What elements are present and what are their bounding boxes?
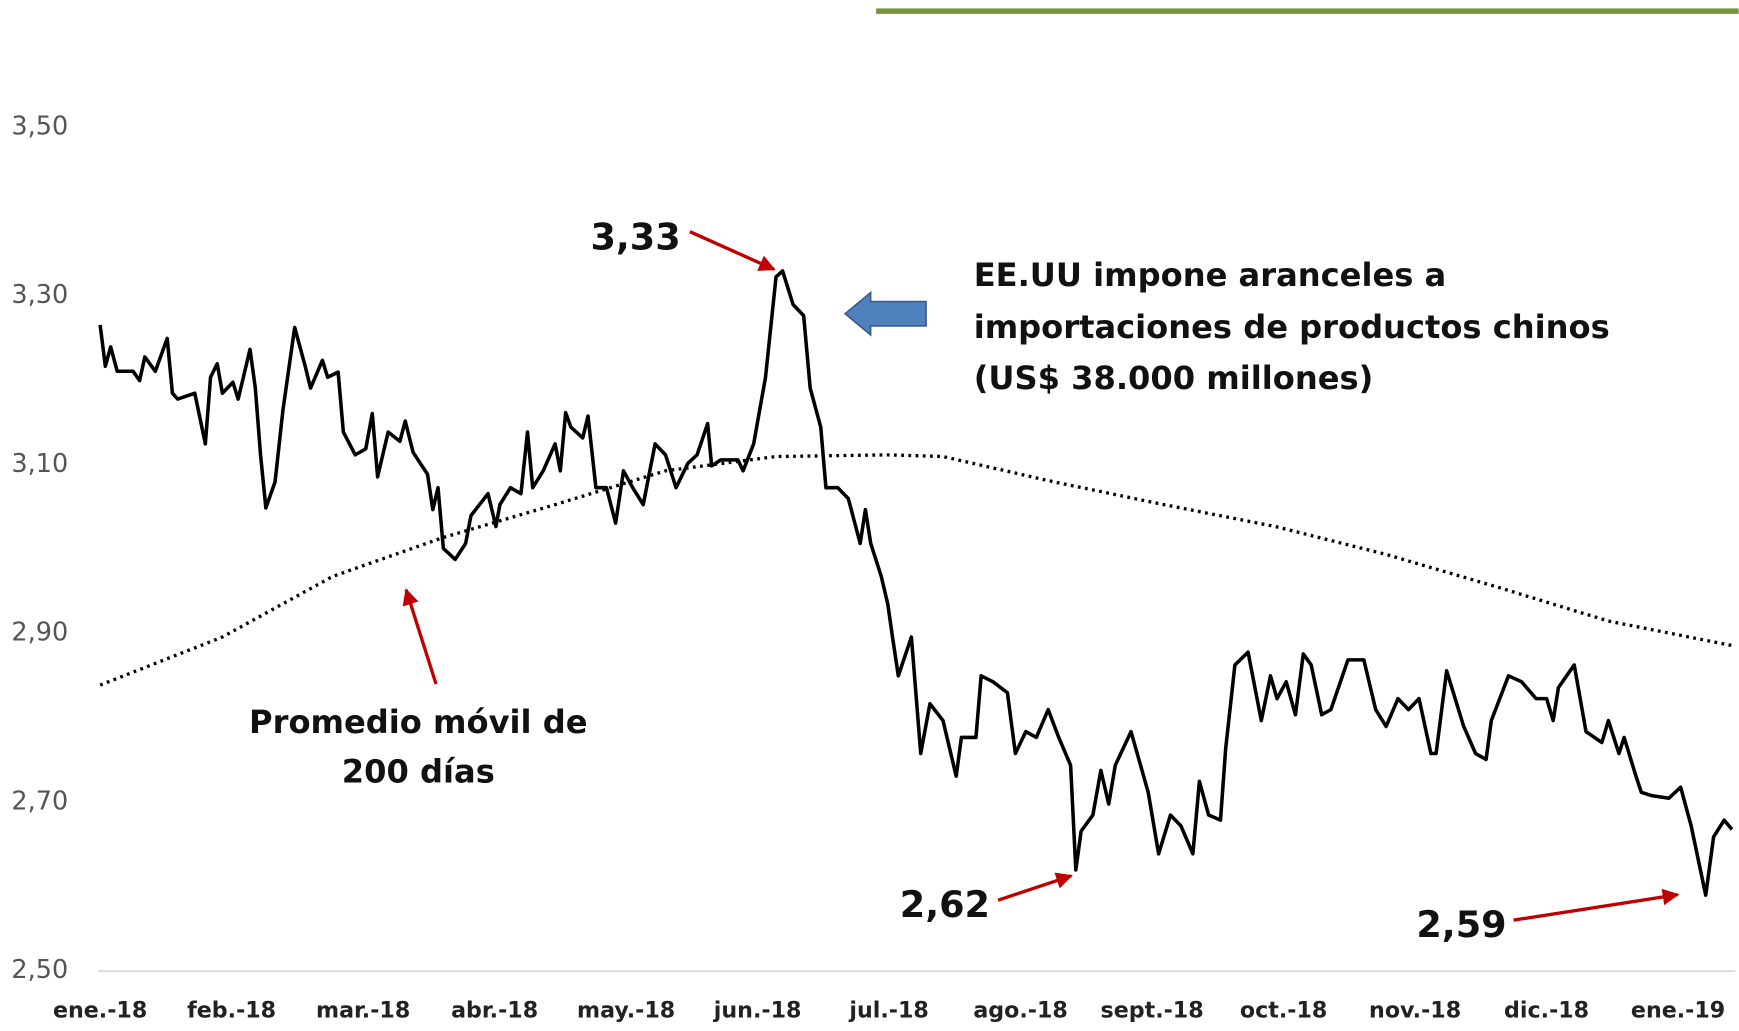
annotation: 2,59: [1416, 903, 1506, 946]
moving-average-line: [99, 453, 1733, 687]
x-tick-label: jun.-18: [713, 998, 802, 1024]
y-tick-label: 3,10: [11, 449, 68, 479]
x-tick-label: dic.-18: [1504, 998, 1589, 1024]
y-tick-label: 2,50: [11, 955, 68, 985]
note-line: (US$ 38.000 millones): [974, 359, 1374, 397]
ma-label: Promedio móvil de: [249, 703, 587, 741]
arrow: [402, 588, 438, 685]
x-tick-label: abr.-18: [451, 998, 538, 1024]
y-tick-label: 2,90: [11, 618, 68, 648]
x-tick-label: ene.-18: [53, 998, 147, 1024]
y-tick-label: 3,30: [11, 280, 68, 310]
x-tick-label: ene.-19: [1631, 998, 1725, 1024]
note-line: importaciones de productos chinos: [974, 308, 1610, 346]
arrow: [997, 872, 1073, 902]
annotation: 2,62: [900, 883, 990, 926]
x-tick-label: mar.-18: [316, 998, 410, 1024]
ma-label: 200 días: [342, 753, 495, 791]
note-line: EE.UU impone aranceles a: [974, 256, 1447, 294]
arrow: [689, 230, 776, 271]
annotation: 3,33: [590, 215, 680, 258]
x-tick-label: oct.-18: [1240, 998, 1327, 1024]
price-line: [98, 269, 1734, 897]
x-tick-label: may.-18: [577, 998, 675, 1024]
blue-arrow: [843, 290, 927, 337]
x-tick-label: jul.-18: [848, 998, 928, 1024]
x-tick-label: sept.-18: [1101, 998, 1204, 1024]
x-tick-label: feb.-18: [187, 998, 276, 1024]
x-tick-label: ago.-18: [973, 998, 1067, 1024]
y-tick-label: 3,50: [11, 111, 68, 141]
y-tick-label: 2,70: [11, 786, 68, 816]
x-tick-label: nov.-18: [1369, 998, 1461, 1024]
arrow: [1513, 888, 1680, 922]
